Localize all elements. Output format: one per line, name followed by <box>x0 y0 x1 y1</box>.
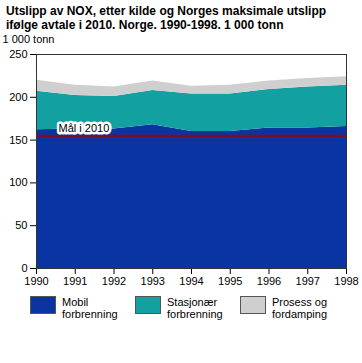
svg-text:1996: 1996 <box>257 275 281 287</box>
svg-text:250: 250 <box>9 48 27 60</box>
svg-text:100: 100 <box>9 176 27 188</box>
html-text:Stasjonær forbrenning: Stasjonær forbrenning <box>167 296 223 320</box>
svg-text:1992: 1992 <box>102 275 126 287</box>
svg-text:0: 0 <box>21 262 27 274</box>
svg-text:1 000 tonn: 1 000 tonn <box>3 33 55 45</box>
html-text:Prosess og fordamping: Prosess og fordamping <box>272 296 327 320</box>
svg-text:1990: 1990 <box>24 275 48 287</box>
html-text:Mobil forbrenning: Mobil forbrenning <box>62 296 118 320</box>
svg-text:1995: 1995 <box>218 275 242 287</box>
svg-text:Mål i 2010: Mål i 2010 <box>59 122 110 134</box>
svg-text:1993: 1993 <box>141 275 165 287</box>
svg-text:1997: 1997 <box>296 275 320 287</box>
svg-text:1991: 1991 <box>63 275 87 287</box>
svg-text:1994: 1994 <box>179 275 203 287</box>
svg-text:150: 150 <box>9 134 27 146</box>
svg-text:50: 50 <box>15 219 27 231</box>
html-text:Utslipp av NOX, etter kilde og: Utslipp av NOX, etter kilde og Norges ma… <box>6 4 327 32</box>
svg-text:1998: 1998 <box>334 275 358 287</box>
svg-text:200: 200 <box>9 91 27 103</box>
